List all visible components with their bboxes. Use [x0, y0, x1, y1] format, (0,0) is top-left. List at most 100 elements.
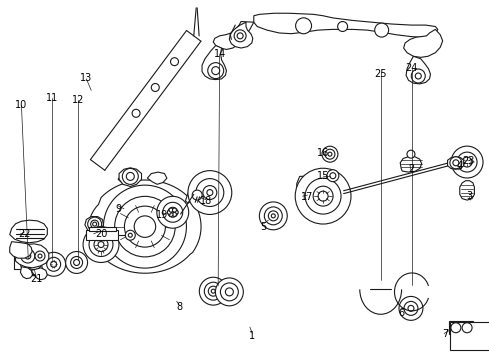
Circle shape [313, 186, 333, 206]
Text: 2: 2 [408, 164, 414, 174]
Polygon shape [31, 268, 48, 280]
Circle shape [66, 252, 88, 274]
Circle shape [168, 207, 178, 217]
Circle shape [411, 69, 425, 83]
Circle shape [295, 168, 351, 224]
Circle shape [462, 323, 472, 333]
Circle shape [98, 242, 104, 248]
Circle shape [169, 212, 173, 216]
Circle shape [220, 283, 238, 301]
Circle shape [328, 152, 332, 156]
Circle shape [126, 172, 134, 180]
Circle shape [172, 212, 176, 216]
Circle shape [122, 168, 138, 184]
Circle shape [50, 261, 57, 267]
Circle shape [211, 289, 215, 293]
Circle shape [38, 254, 42, 258]
Text: 19: 19 [156, 210, 168, 220]
Circle shape [83, 226, 119, 262]
Circle shape [91, 220, 98, 228]
Circle shape [169, 208, 173, 212]
Polygon shape [202, 45, 226, 80]
Text: 25: 25 [374, 69, 387, 79]
Circle shape [457, 152, 477, 172]
Circle shape [128, 233, 132, 237]
Circle shape [451, 323, 461, 333]
Circle shape [163, 202, 183, 222]
Circle shape [93, 222, 97, 226]
Circle shape [94, 238, 108, 252]
Circle shape [132, 109, 140, 117]
Circle shape [271, 214, 275, 218]
Text: 16: 16 [317, 148, 329, 158]
Circle shape [20, 248, 48, 276]
Text: 12: 12 [72, 95, 84, 105]
Text: 1: 1 [249, 331, 255, 341]
Text: 21: 21 [30, 274, 42, 284]
Text: 14: 14 [214, 49, 226, 59]
Circle shape [74, 260, 79, 265]
Circle shape [462, 157, 472, 167]
Polygon shape [460, 181, 474, 200]
Text: 7: 7 [442, 329, 448, 339]
Text: 18: 18 [200, 196, 212, 206]
Circle shape [199, 277, 227, 305]
Polygon shape [254, 13, 438, 37]
Circle shape [212, 67, 220, 75]
Text: 15: 15 [317, 171, 329, 181]
Circle shape [216, 278, 244, 306]
Circle shape [234, 30, 246, 42]
Circle shape [26, 254, 42, 270]
Circle shape [338, 22, 347, 31]
Circle shape [204, 282, 222, 300]
Polygon shape [185, 180, 229, 204]
Polygon shape [21, 267, 33, 279]
Polygon shape [89, 227, 116, 231]
Circle shape [269, 211, 278, 221]
Circle shape [196, 179, 224, 207]
Polygon shape [447, 157, 464, 169]
Text: 23: 23 [463, 156, 475, 166]
Text: 4: 4 [457, 161, 463, 171]
Circle shape [375, 23, 389, 37]
Polygon shape [449, 320, 473, 334]
Circle shape [407, 150, 415, 158]
Circle shape [295, 18, 312, 34]
Circle shape [88, 217, 101, 231]
Polygon shape [10, 242, 32, 258]
Circle shape [125, 230, 135, 240]
Circle shape [151, 84, 159, 91]
Circle shape [322, 146, 338, 162]
Circle shape [305, 178, 341, 214]
Text: 10: 10 [15, 100, 27, 110]
Polygon shape [89, 180, 201, 273]
Text: 5: 5 [260, 222, 267, 231]
Text: 9: 9 [115, 204, 121, 214]
Circle shape [21, 249, 35, 263]
Circle shape [171, 210, 175, 214]
Circle shape [404, 301, 418, 315]
Circle shape [134, 216, 156, 237]
Circle shape [325, 149, 335, 159]
Circle shape [208, 63, 223, 78]
Circle shape [171, 58, 178, 66]
Polygon shape [119, 168, 142, 186]
Text: 11: 11 [46, 93, 58, 103]
Circle shape [168, 210, 172, 214]
Polygon shape [147, 172, 167, 184]
Circle shape [264, 207, 282, 225]
Circle shape [71, 257, 83, 269]
Circle shape [259, 202, 287, 230]
Circle shape [35, 251, 45, 261]
Polygon shape [85, 217, 103, 232]
Circle shape [157, 196, 189, 228]
Polygon shape [404, 30, 442, 57]
Polygon shape [86, 230, 118, 240]
Polygon shape [16, 244, 49, 268]
Text: 22: 22 [18, 229, 30, 239]
Bar [450, 322, 490, 350]
Circle shape [225, 288, 233, 296]
Circle shape [330, 173, 336, 179]
Circle shape [192, 190, 202, 200]
Circle shape [188, 171, 232, 215]
